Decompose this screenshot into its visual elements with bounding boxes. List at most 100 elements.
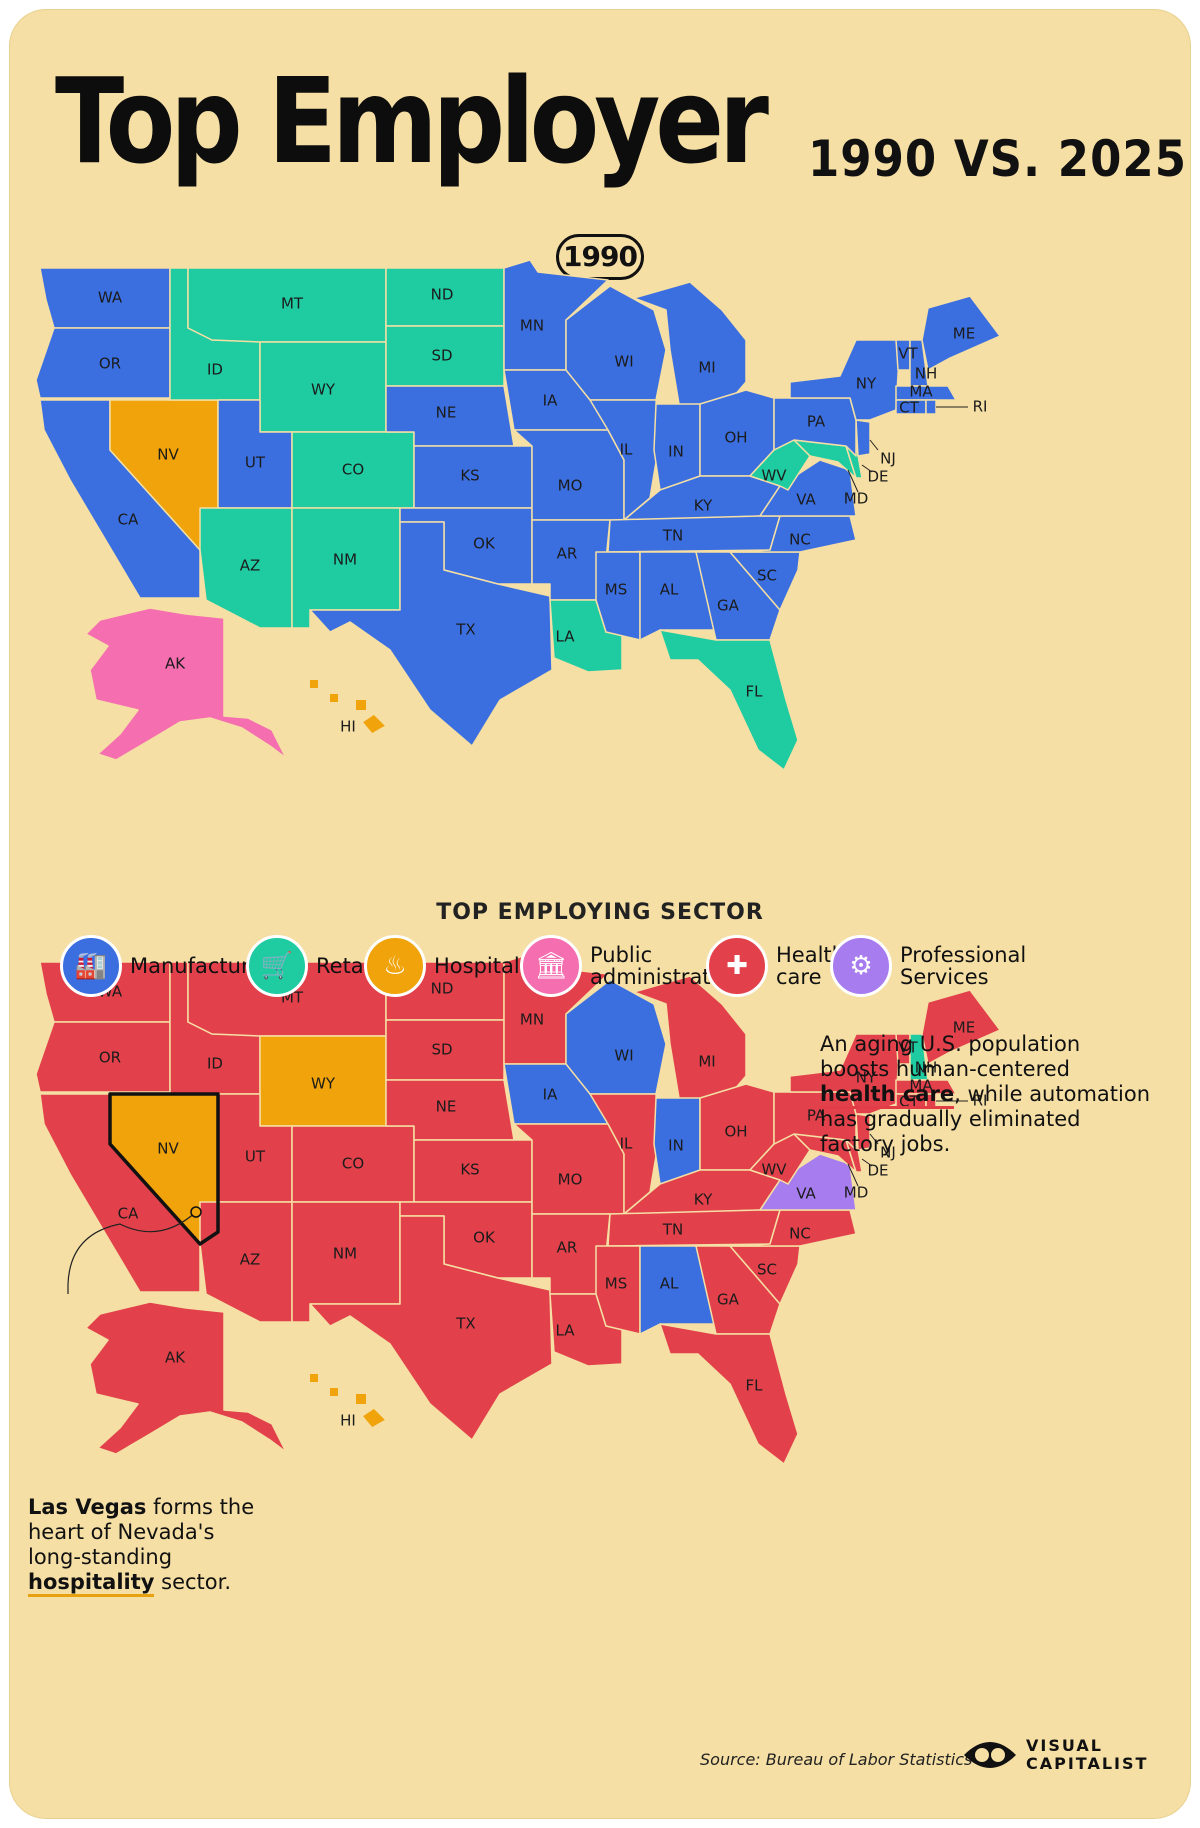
hawaii-island [310,680,318,688]
state-label-wy: WY [311,381,336,399]
leader-line [861,464,873,473]
state-label-nh: NH [915,1059,938,1077]
note-text: sector. [154,1570,231,1594]
state-label-wy: WY [311,1075,336,1093]
state-label-hi: HI [340,718,356,736]
state-label-ks: KS [460,1161,479,1179]
state-tn [607,1209,781,1247]
state-ri [925,399,937,415]
legend-label: Health care [776,943,845,989]
state-label-pa: PA [807,1107,826,1125]
state-label-tx: TX [455,1315,475,1333]
state-label-fl: FL [746,1377,764,1395]
state-label-mi: MI [698,1053,715,1071]
brand-logo: VISUAL CAPITALIST [960,1735,1148,1775]
legend-title: TOP EMPLOYING SECTOR [436,900,764,925]
state-label-va: VA [796,491,816,509]
state-label-al: AL [660,1275,679,1293]
state-label-ri: RI [973,398,988,416]
brand-mark-icon [964,1742,1016,1768]
state-label-ks: KS [460,467,479,485]
state-label-ky: KY [694,1191,713,1209]
state-label-tn: TN [662,527,683,545]
state-label-ak: AK [165,1349,186,1367]
state-label-ri: RI [973,1092,988,1110]
state-fl [659,1323,799,1465]
page-subtitle: 1990 VS. 2025 [808,130,1187,188]
legend-item-professional: ⚙ Professional Services [830,934,1026,998]
state-label-il: IL [620,1135,633,1153]
state-label-ga: GA [717,597,740,615]
state-label-il: IL [620,441,633,459]
state-me [921,989,1001,1065]
state-label-nc: NC [789,1225,811,1243]
hawaii-island [330,1388,338,1396]
state-label-tx: TX [455,621,475,639]
note-text: , while automation has gradually elimina… [820,1082,1151,1156]
state-label-ut: UT [245,1148,266,1166]
state-label-nd: ND [431,286,454,304]
brand-line-2: CAPITALIST [1026,1754,1149,1773]
state-label-ca: CA [118,1205,139,1223]
state-label-de: DE [867,1162,888,1180]
state-label-vt: VT [898,1039,918,1057]
state-ma [895,1079,957,1095]
state-label-nm: NM [333,1245,357,1263]
note-highlight: hospitality [28,1570,155,1597]
state-label-ms: MS [605,1275,627,1293]
state-label-wi: WI [614,353,633,371]
state-label-ct: CT [899,399,919,417]
state-label-in: IN [668,443,684,461]
state-nj [855,419,871,457]
state-label-oh: OH [724,1123,747,1141]
state-label-or: OR [99,355,121,373]
state-label-ne: NE [436,404,457,422]
leader-line [869,439,879,451]
state-label-id: ID [207,361,223,379]
state-label-in: IN [668,1137,684,1155]
state-label-al: AL [660,581,679,599]
state-label-ct: CT [899,1093,919,1111]
note-highlight: health care [820,1082,955,1109]
state-label-nj: NJ [880,450,896,468]
government-building-icon: 🏛 [520,935,582,997]
state-fl [659,629,799,771]
hawaii-island [356,1394,366,1404]
state-label-ny: NY [856,1069,877,1087]
state-label-de: DE [867,468,888,486]
hawaii-island [356,700,366,710]
factory-icon: 🏭 [60,935,122,997]
note-text: forms the heart of Nevada's long-standin… [28,1495,255,1569]
legend-item-public: 🏛 Public administration [520,934,743,998]
state-label-wi: WI [614,1047,633,1065]
las-vegas-note: Las Vegas forms the heart of Nevada's lo… [28,1495,258,1597]
state-va [759,459,857,517]
state-label-md: MD [844,490,869,508]
state-ri [925,1093,937,1109]
state-ny [789,1033,901,1115]
state-wi [565,979,667,1095]
serving-cloche-icon: ♨ [364,935,426,997]
state-label-vt: VT [898,345,918,363]
state-label-co: CO [342,1155,364,1173]
state-label-nh: NH [915,365,938,383]
state-wi [565,285,667,401]
hawaii-island [330,694,338,702]
state-label-ar: AR [557,1239,578,1257]
state-or [35,1021,171,1093]
legend-item-retail: 🛒 Retail [246,934,375,998]
brand-line-1: VISUAL [1026,1736,1103,1755]
legend-label: Public administration [590,943,743,989]
state-label-nv: NV [157,446,179,464]
state-label-mn: MN [520,317,544,335]
nevada-highlight-outline [108,1092,220,1246]
state-label-ar: AR [557,545,578,563]
infographic-card: Top Employer 1990 VS. 2025 1990 2025 WAO… [10,10,1190,1818]
las-vegas-callout-line [67,1211,197,1294]
state-label-la: LA [556,1322,576,1340]
hawaii-island [310,1374,318,1382]
state-label-ne: NE [436,1098,457,1116]
state-label-sd: SD [431,1041,452,1059]
state-label-ca: CA [118,511,139,529]
